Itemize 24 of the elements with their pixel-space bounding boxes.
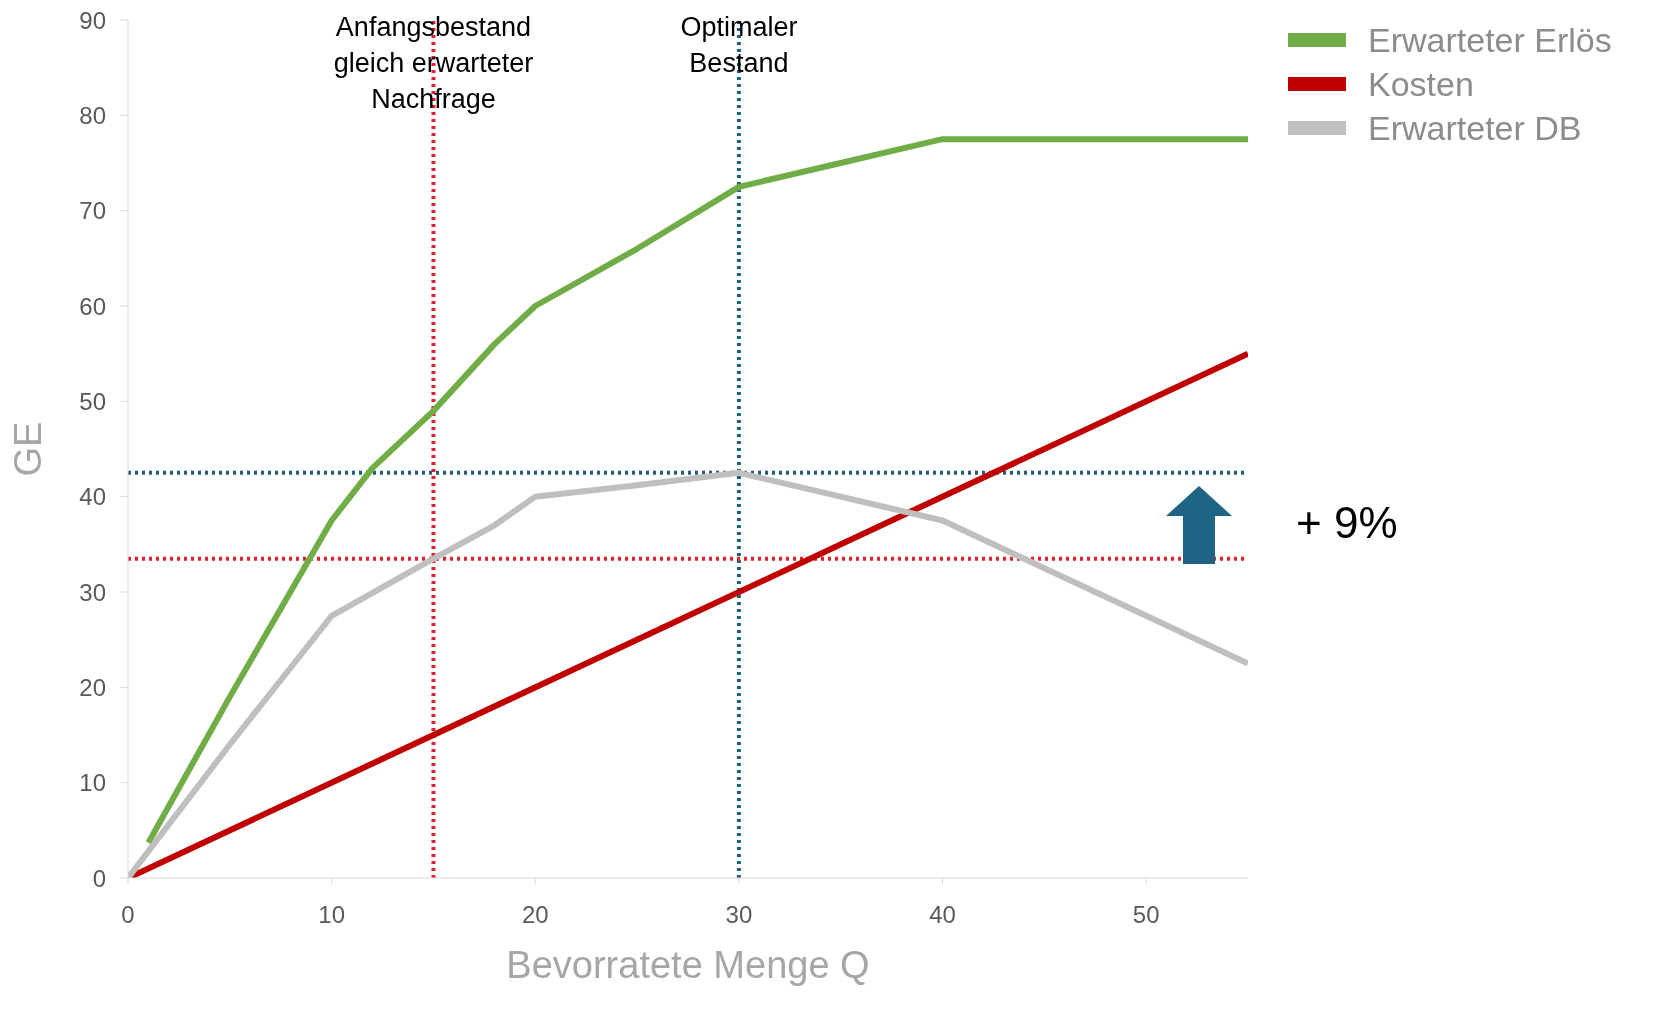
x-tick-label: 30 [725, 901, 753, 929]
y-tick-label: 0 [92, 864, 106, 892]
y-axis-title: GE [7, 421, 50, 477]
y-tick-label: 10 [79, 769, 106, 797]
x-tick-label: 20 [521, 901, 549, 929]
y-tick-label: 70 [79, 197, 106, 225]
legend-label: Erwarteter DB [1368, 108, 1582, 148]
x-tick-label: 40 [929, 901, 956, 929]
y-tick-label: 30 [79, 578, 106, 606]
legend-label: Erwarteter Erlös [1368, 20, 1612, 60]
x-axis-title: Bevorratete Menge Q [506, 944, 870, 986]
y-tick-label: 80 [79, 101, 106, 129]
legend-label: Kosten [1368, 64, 1474, 104]
text: + 9% [1296, 498, 1398, 548]
y-tick-label: 20 [79, 673, 106, 701]
ref-line-label: Anfangsbestand gleich erwarteter Nachfrage [333, 12, 534, 114]
y-tick-label: 90 [79, 6, 106, 34]
x-tick-label: 50 [1132, 901, 1160, 929]
ref-line-label: Optimaler Bestand [680, 12, 798, 78]
y-tick-label: 40 [79, 483, 106, 511]
x-tick-label: 10 [318, 901, 345, 929]
x-tick-label: 0 [121, 901, 135, 929]
y-tick-label: 50 [79, 387, 106, 415]
y-tick-label: 60 [79, 292, 106, 320]
